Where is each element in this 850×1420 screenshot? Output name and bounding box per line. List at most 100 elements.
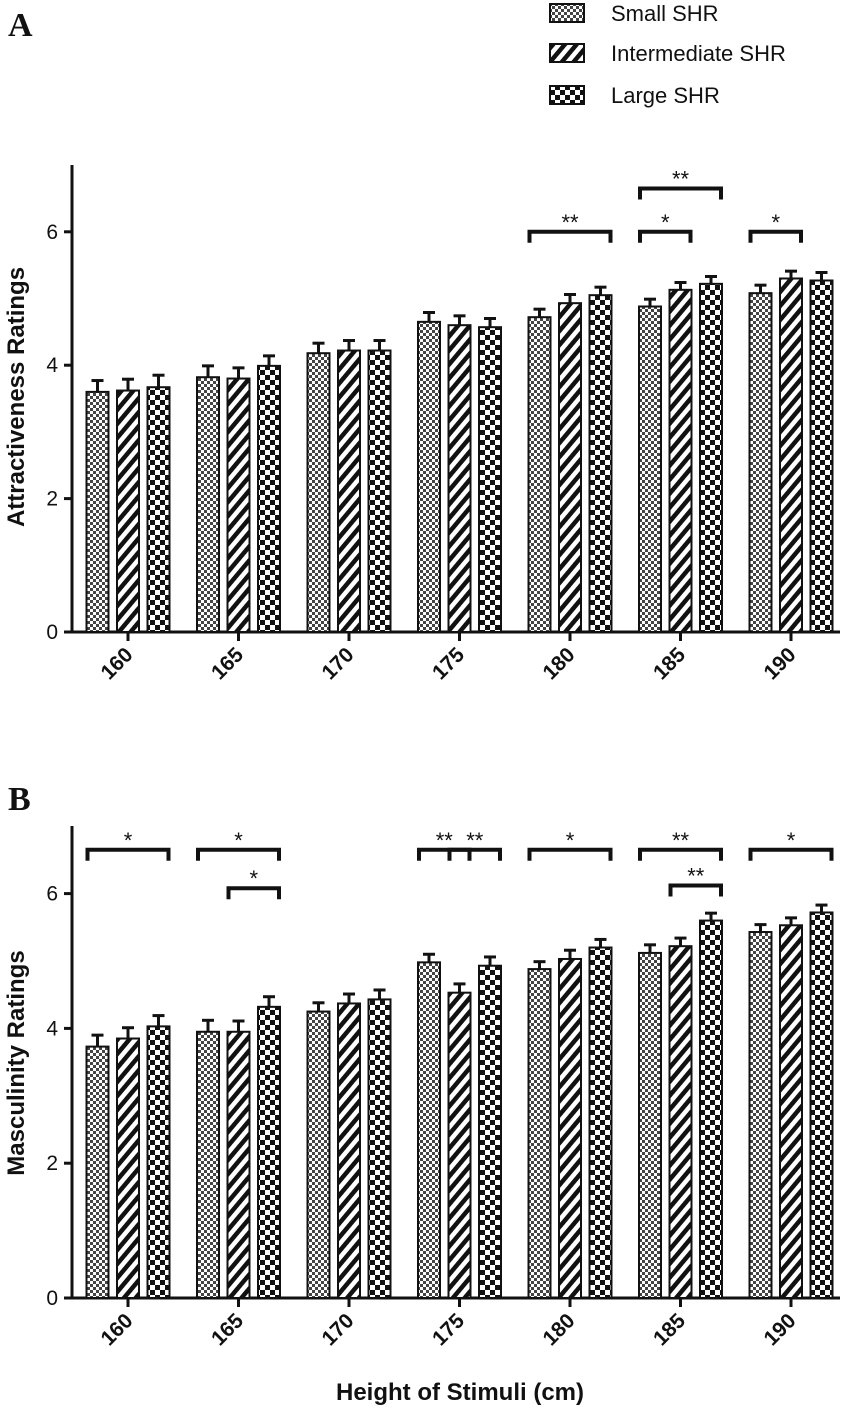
bar-a-intermediate-shr-165: [226, 377, 251, 634]
sig-bracket-b-4: [447, 847, 502, 861]
sig-bracket-b-1: [196, 847, 281, 861]
legend-swatch-intermediate-shr: [549, 43, 585, 63]
x-tick-label-b-180: 180: [538, 1309, 579, 1350]
sig-bracket-b-7: [668, 883, 723, 897]
sig-label-b-0: *: [124, 828, 133, 853]
sig-label-a-2: **: [672, 166, 690, 191]
bar-b-large-shr-180: [588, 946, 613, 1300]
bar-a-large-shr-180: [588, 294, 613, 633]
sig-bracket-b-6: [638, 847, 723, 861]
sig-label-b-6: **: [672, 828, 690, 853]
legend-label-intermediate-shr: Intermediate SHR: [611, 41, 786, 66]
bar-b-intermediate-shr-160: [116, 1037, 140, 1299]
sig-label-b-1: *: [234, 828, 243, 853]
sig-bracket-a-2: [638, 186, 723, 200]
sig-label-b-7: **: [687, 864, 705, 889]
bar-a-large-shr-185: [699, 282, 723, 633]
x-tick-label-b-170: 170: [317, 1309, 358, 1350]
x-tick-label-a-170: 170: [317, 643, 358, 684]
bar-b-large-shr-165: [257, 1005, 281, 1299]
bar-b-small-shr-190: [748, 931, 773, 1299]
bar-b-large-shr-160: [146, 1025, 171, 1300]
panel-b-chart: Masculinity Ratings Height of Stimuli (c…: [3, 826, 840, 1406]
bar-a-small-shr-185: [638, 305, 662, 633]
bar-b-large-shr-175: [478, 964, 502, 1300]
bar-a-large-shr-175: [478, 326, 502, 633]
bar-b-small-shr-165: [196, 1030, 220, 1300]
bar-a-small-shr-165: [196, 376, 220, 633]
x-tick-label-a-165: 165: [207, 643, 248, 684]
bar-a-small-shr-170: [306, 352, 331, 633]
bar-b-intermediate-shr-165: [226, 1030, 251, 1300]
legend-label-small-shr: Small SHR: [611, 1, 719, 26]
bar-a-large-shr-160: [146, 386, 171, 633]
bar-a-intermediate-shr-170: [337, 349, 361, 633]
panel-a-y-axis-title: Attractiveness Ratings: [3, 267, 30, 527]
sig-bracket-b-0: [85, 847, 171, 861]
panel-a-chart: Attractiveness Ratings 0 2 4 6 160 165 170 175 1…: [3, 165, 840, 684]
bar-b-small-shr-180: [527, 968, 552, 1299]
bar-a-small-shr-180: [527, 316, 552, 633]
sig-label-b-5: *: [566, 828, 575, 853]
bar-b-intermediate-shr-185: [668, 945, 693, 1299]
legend-swatch-large-shr: [549, 85, 585, 105]
legend-swatch-small-shr: [549, 3, 585, 23]
x-tick-label-b-165: 165: [207, 1309, 248, 1350]
bar-a-intermediate-shr-185: [668, 288, 693, 633]
bar-b-small-shr-185: [638, 951, 662, 1299]
sig-label-b-2: *: [249, 866, 258, 891]
sig-label-a-1: *: [661, 210, 670, 235]
sig-label-a-0: **: [561, 210, 579, 235]
bar-a-large-shr-170: [367, 349, 392, 633]
panel-b-y-axis-title: Masculinity Ratings: [3, 950, 30, 1175]
bar-b-large-shr-170: [367, 998, 392, 1300]
bar-b-intermediate-shr-170: [337, 1002, 361, 1299]
x-tick-label-b-190: 190: [759, 1309, 800, 1350]
sig-label-b-4: **: [466, 828, 484, 853]
sig-bracket-b-2: [226, 886, 281, 900]
y-tick-label-a-0: 0: [46, 621, 58, 644]
sig-bracket-a-1: [638, 229, 693, 243]
y-tick-label-b-0: 0: [46, 1287, 58, 1310]
bar-b-intermediate-shr-175: [447, 991, 472, 1299]
bar-a-large-shr-190: [809, 279, 834, 633]
bar-a-small-shr-175: [417, 320, 441, 633]
legend: Small SHR Intermediate SHR Large SHR: [549, 1, 786, 108]
bar-b-large-shr-190: [809, 911, 834, 1299]
x-tick-label-a-190: 190: [759, 643, 800, 684]
bar-a-small-shr-160: [85, 390, 110, 633]
panel-a-letter: A: [8, 7, 33, 44]
bar-a-intermediate-shr-180: [558, 302, 582, 633]
bar-a-intermediate-shr-160: [116, 389, 140, 633]
sig-bracket-b-3: [417, 847, 472, 861]
sig-label-a-3: *: [771, 210, 780, 235]
x-tick-label-b-185: 185: [649, 1309, 690, 1350]
x-tick-label-a-160: 160: [96, 643, 137, 684]
bar-a-small-shr-190: [748, 292, 773, 633]
x-tick-label-b-175: 175: [428, 1309, 469, 1350]
bar-a-intermediate-shr-175: [447, 324, 472, 633]
bar-a-large-shr-165: [257, 364, 281, 633]
y-tick-label-b-2: 2: [46, 1152, 58, 1175]
sig-bracket-b-8: [748, 847, 834, 861]
x-tick-label-a-185: 185: [649, 643, 690, 684]
bar-a-intermediate-shr-190: [779, 277, 803, 633]
y-tick-label-a-6: 6: [46, 221, 58, 244]
bar-b-small-shr-175: [417, 961, 441, 1300]
sig-label-b-8: *: [787, 828, 796, 853]
y-tick-label-b-6: 6: [46, 883, 58, 906]
sig-label-b-3: **: [436, 828, 454, 853]
x-tick-label-a-175: 175: [428, 643, 469, 684]
bar-b-large-shr-185: [699, 919, 723, 1299]
sig-bracket-a-3: [748, 229, 803, 243]
bar-b-intermediate-shr-190: [779, 924, 803, 1299]
y-tick-label-b-4: 4: [46, 1017, 58, 1040]
bar-b-small-shr-160: [85, 1045, 110, 1300]
x-tick-label-b-160: 160: [96, 1309, 137, 1350]
legend-label-large-shr: Large SHR: [611, 83, 720, 108]
sig-bracket-b-5: [527, 847, 613, 861]
panel-b-letter: B: [8, 781, 31, 818]
sig-bracket-a-0: [527, 229, 613, 243]
